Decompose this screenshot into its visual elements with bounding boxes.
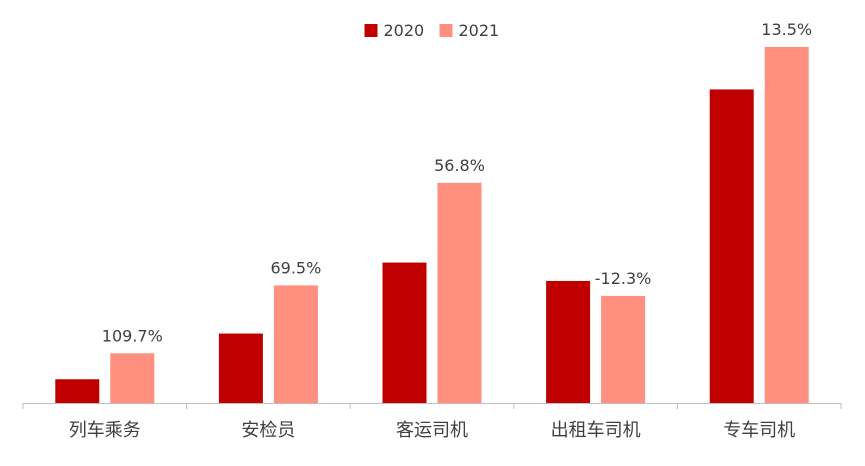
bar-2021-5 <box>764 46 809 403</box>
bar-2021-1 <box>110 353 155 403</box>
legend: 2020 2021 <box>364 21 500 40</box>
legend-label-2020: 2020 <box>384 21 425 40</box>
data-labels-group: 109.7% 69.5% 56.8% -12.3% 13.5% <box>102 20 812 345</box>
bar-2020-1 <box>55 379 100 403</box>
data-label-3: 56.8% <box>434 156 485 175</box>
category-label-2: 安检员 <box>241 420 295 441</box>
bar-2021-4 <box>601 295 646 403</box>
bars-group <box>55 46 809 404</box>
data-label-4: -12.3% <box>595 269 652 288</box>
data-label-2: 69.5% <box>270 258 321 277</box>
data-label-5: 13.5% <box>761 20 812 39</box>
legend-swatch-2021 <box>439 24 453 37</box>
x-axis: 列车乘务 安检员 客运司机 出租车司机 专车司机 <box>22 403 842 441</box>
bar-2020-5 <box>709 89 754 404</box>
legend-swatch-2020 <box>364 24 378 37</box>
bar-2020-4 <box>546 280 591 403</box>
bar-2021-3 <box>437 182 482 403</box>
bar-2021-2 <box>273 285 318 403</box>
legend-label-2021: 2021 <box>459 21 500 40</box>
bar-2020-3 <box>382 262 427 403</box>
data-label-1: 109.7% <box>102 326 163 345</box>
category-label-4: 出租车司机 <box>551 420 641 441</box>
category-label-3: 客运司机 <box>396 420 468 441</box>
category-label-1: 列车乘务 <box>69 420 141 441</box>
bar-2020-2 <box>218 333 263 403</box>
category-label-5: 专车司机 <box>723 420 795 441</box>
